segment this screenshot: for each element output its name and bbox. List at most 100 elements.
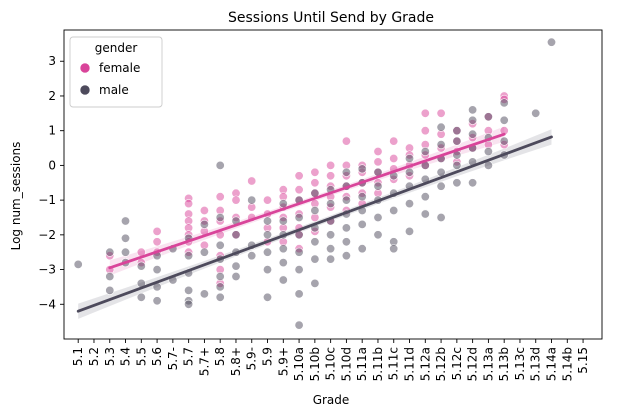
point-male [326, 254, 336, 264]
point-male [499, 136, 509, 146]
point-male [310, 237, 320, 247]
trend-line-male [76, 135, 553, 313]
point-female [215, 192, 225, 202]
point-male [105, 247, 115, 257]
point-male [105, 271, 115, 281]
y-tick-label: 1 [48, 124, 56, 138]
point-male [262, 247, 272, 257]
point-female [326, 171, 336, 181]
point-male [404, 226, 414, 236]
point-female [389, 154, 399, 164]
x-tick-label: 5.7 [182, 347, 196, 366]
point-male [231, 230, 241, 240]
point-female [326, 160, 336, 170]
point-male [310, 206, 320, 216]
point-male [215, 213, 225, 223]
point-male [215, 271, 225, 281]
y-axis-label: Log num_sessions [9, 142, 23, 251]
x-tick-label: 5.14a [545, 347, 559, 381]
point-male [452, 178, 462, 188]
point-male [436, 181, 446, 191]
point-male [468, 105, 478, 115]
point-male [278, 275, 288, 285]
x-tick-label: 5.11a [355, 347, 369, 381]
point-male [310, 278, 320, 288]
x-tick-label: 5.3 [103, 347, 117, 366]
point-male [373, 230, 383, 240]
x-tick-label: 5.12a [418, 347, 432, 381]
point-male [105, 285, 115, 295]
point-male [389, 244, 399, 254]
plot-area: −4 −3 −2 −1 0 1 2 3 5.1 5.2 5.3 5.4 5.5 5.6 5.7- 5.7 5.7… [38, 29, 603, 381]
point-male [420, 192, 430, 202]
x-axis-label: Grade [313, 393, 350, 407]
point-male [389, 206, 399, 216]
point-female [231, 195, 241, 205]
point-female [152, 226, 162, 236]
point-male [341, 237, 351, 247]
point-male [326, 199, 336, 209]
point-male [404, 167, 414, 177]
x-tick-label: 5.8 [213, 347, 227, 366]
point-male [341, 195, 351, 205]
x-tick-label: 5.9 [261, 347, 275, 366]
point-male [262, 292, 272, 302]
x-tick-label: 5.14b [560, 347, 574, 381]
point-female [389, 136, 399, 146]
point-male [262, 216, 272, 226]
x-tick-label: 5.4 [119, 347, 133, 366]
point-male [436, 140, 446, 150]
point-male [152, 296, 162, 306]
x-tick-label: 5.2 [87, 347, 101, 366]
x-tick-label: 5.6 [150, 347, 164, 366]
y-tick-label: −1 [38, 193, 56, 207]
point-male [341, 251, 351, 261]
point-male [278, 216, 288, 226]
point-female [310, 178, 320, 188]
x-tick-label: 5.12b [434, 347, 448, 381]
point-male [452, 160, 462, 170]
point-female [199, 206, 209, 216]
point-male [262, 265, 272, 275]
x-tick-label: 5.12c [450, 347, 464, 380]
point-male [357, 164, 367, 174]
point-male [294, 213, 304, 223]
x-tick-label: 5.10c [324, 347, 338, 380]
legend-label-female: female [99, 61, 140, 75]
point-male [199, 289, 209, 299]
x-tick-label: 5.10a [292, 347, 306, 381]
point-male [215, 292, 225, 302]
point-male [468, 129, 478, 139]
point-male [294, 320, 304, 330]
legend-marker-male [79, 84, 91, 96]
point-male [184, 285, 194, 295]
point-female [294, 171, 304, 181]
x-tick-label: 5.10b [308, 347, 322, 381]
legend: gender female male [69, 36, 163, 108]
x-tick-label: 5.9+ [276, 347, 290, 376]
x-tick-label: 5.1 [71, 347, 85, 366]
y-tick-label: −3 [38, 263, 56, 277]
point-male [231, 261, 241, 271]
y-tick-label: −4 [38, 297, 56, 311]
point-male [310, 254, 320, 264]
point-male [341, 167, 351, 177]
point-male [184, 251, 194, 261]
x-tick-label: 5.15 [576, 347, 590, 374]
y-tick-label: −2 [38, 228, 56, 242]
x-tick-label: 5.5 [134, 347, 148, 366]
point-male [436, 213, 446, 223]
x-tick-label: 5.7+ [197, 347, 211, 376]
x-tick-label: 5.8+ [229, 347, 243, 376]
x-tick-label: 5.13b [497, 347, 511, 381]
point-male [262, 230, 272, 240]
point-male [278, 258, 288, 268]
point-female [373, 147, 383, 157]
point-female [420, 126, 430, 136]
point-male [468, 178, 478, 188]
point-male [247, 195, 257, 205]
x-tick-label: 5.12d [466, 347, 480, 381]
point-female [247, 176, 257, 186]
point-male [420, 209, 430, 219]
x-tick-label: 5.11b [371, 347, 385, 381]
